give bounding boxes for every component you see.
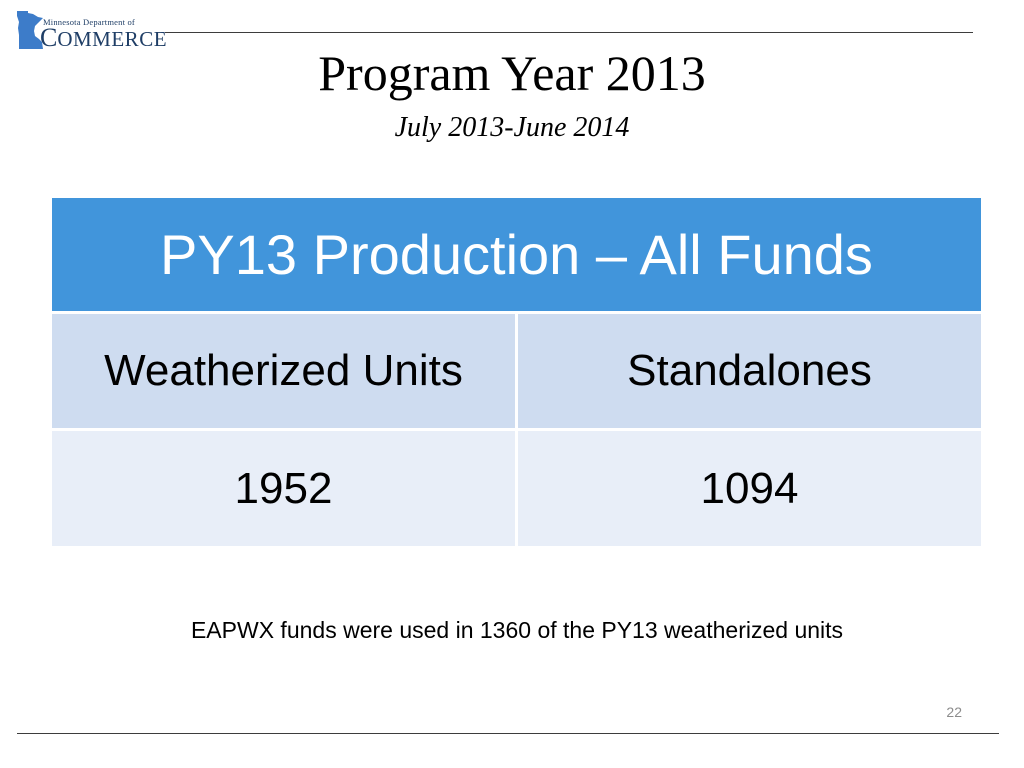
value-standalones: 1094 — [518, 431, 981, 546]
table-row-values: 1952 1094 — [52, 431, 981, 546]
minnesota-map-icon — [17, 11, 43, 49]
table-header: PY13 Production – All Funds — [52, 198, 981, 311]
commerce-logo: Minnesota Department of COMMERCE — [16, 8, 167, 52]
table-row-headers: Weatherized Units Standalones — [52, 314, 981, 428]
bottom-divider — [17, 733, 999, 734]
logo-commerce-rest: OMMERCE — [57, 27, 168, 51]
slide-subtitle: July 2013-June 2014 — [394, 112, 630, 143]
production-table: PY13 Production – All Funds Weatherized … — [52, 198, 981, 546]
logo-commerce-text: COMMERCE — [40, 25, 167, 52]
top-divider — [165, 32, 973, 33]
footnote-text: EAPWX funds were used in 1360 of the PY1… — [190, 617, 844, 643]
logo-commerce-initial: C — [40, 23, 58, 52]
slide-title: Program Year 2013 — [318, 45, 706, 101]
column-header-standalones: Standalones — [518, 314, 981, 428]
value-weatherized-units: 1952 — [52, 431, 515, 546]
page-number: 22 — [946, 704, 962, 720]
column-header-weatherized-units: Weatherized Units — [52, 314, 515, 428]
logo-department-text: Minnesota Department of — [43, 17, 135, 27]
